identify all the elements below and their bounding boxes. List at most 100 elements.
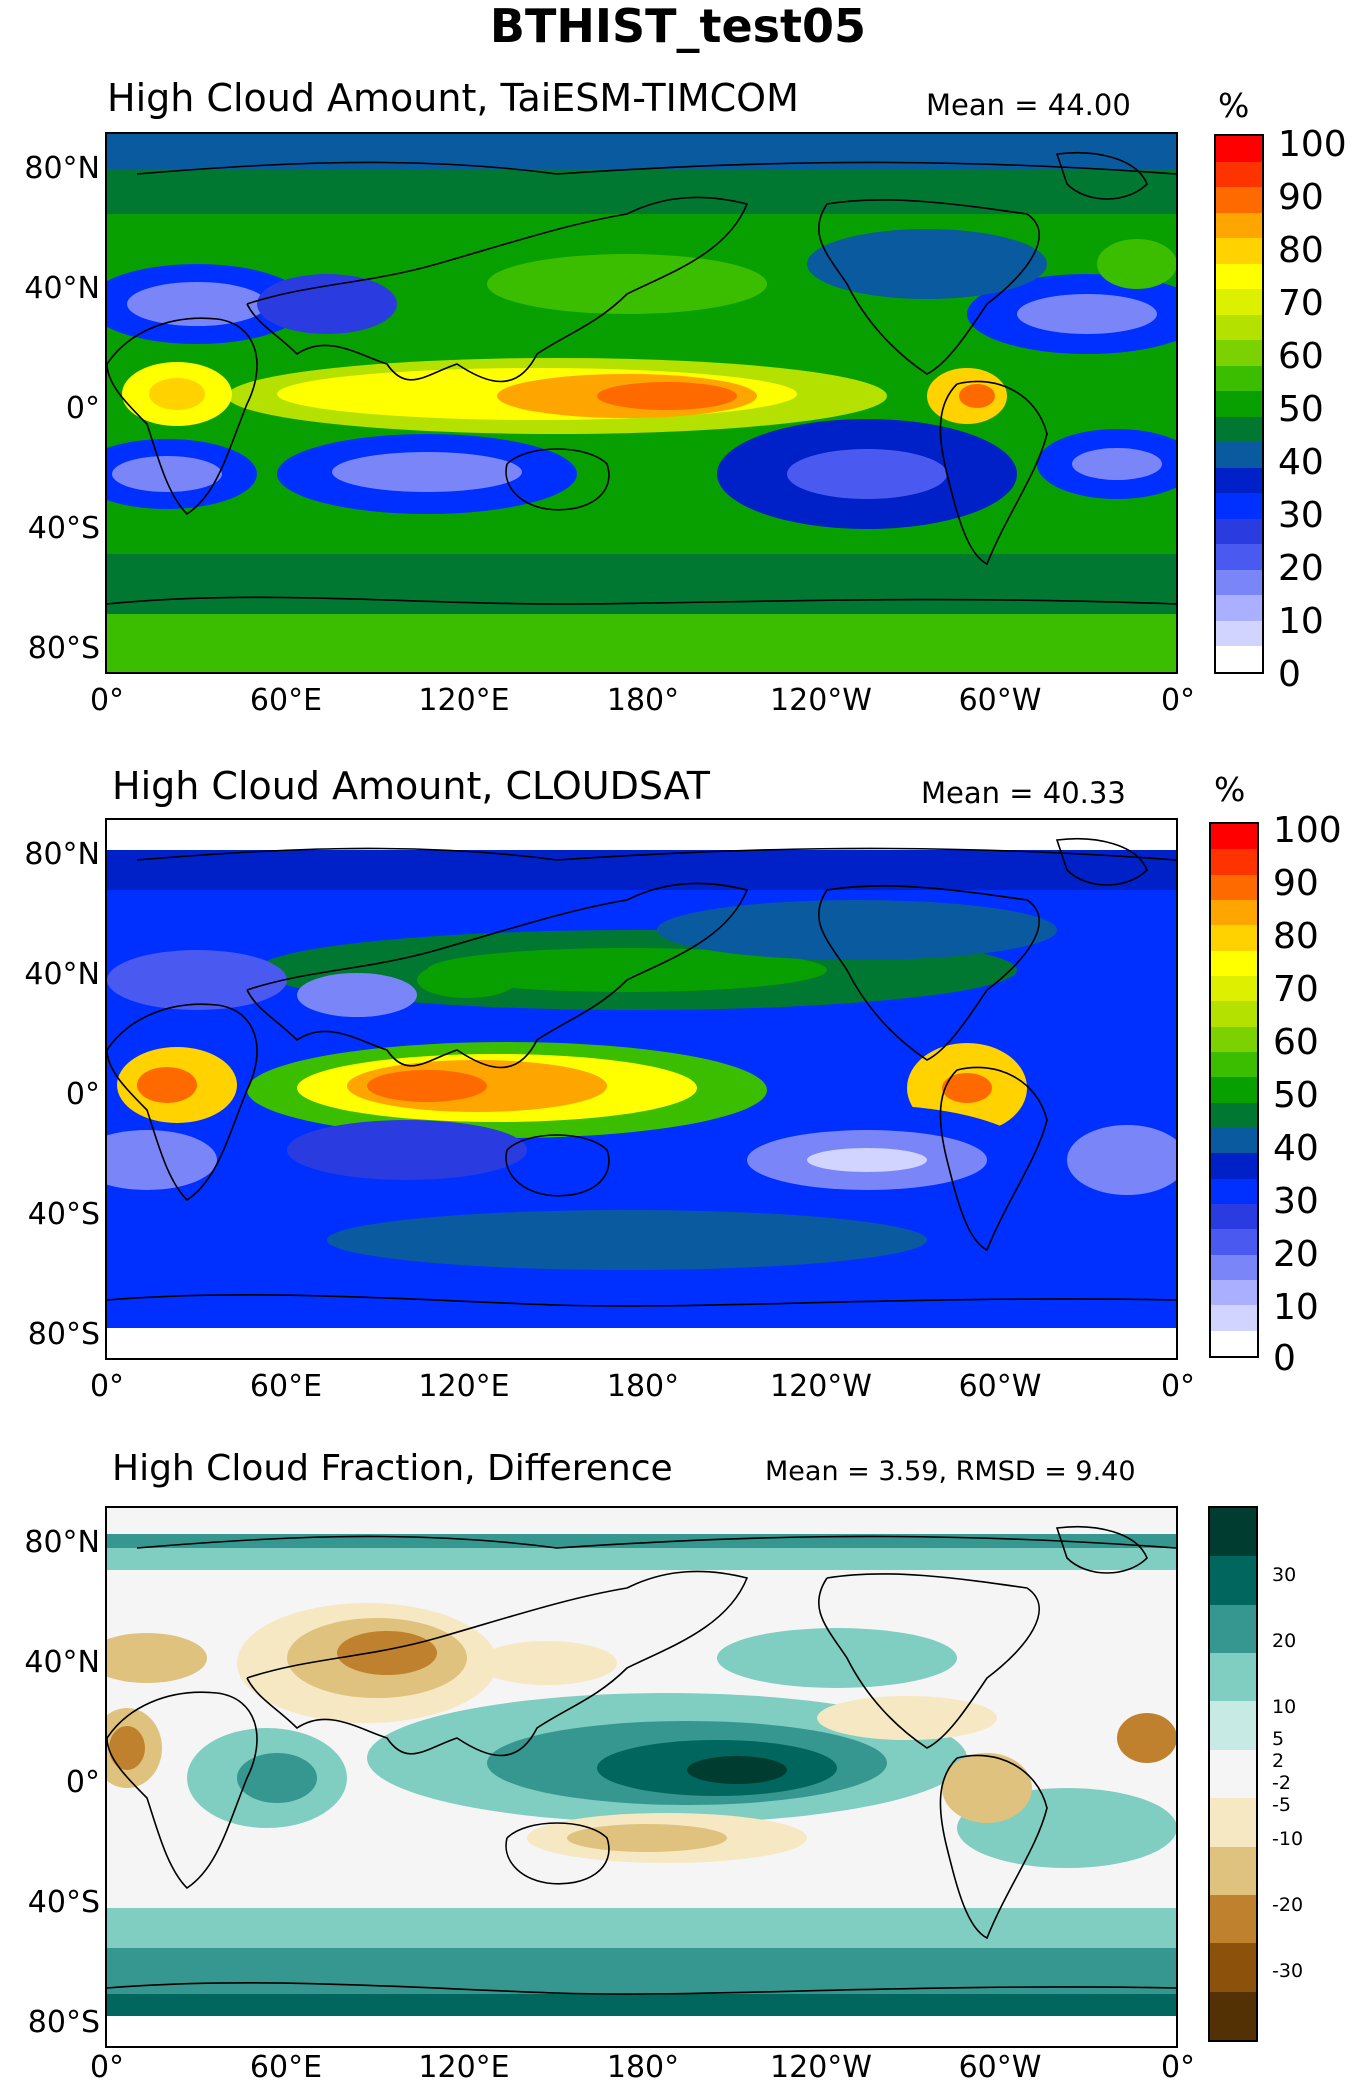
lon-label-0: 0° (89, 683, 125, 718)
cb3-label: 2 (1272, 1750, 1285, 1772)
colorbar-segment (1211, 950, 1257, 976)
colorbar-segment (1216, 442, 1262, 468)
lat-label-40s: 40°S (27, 1885, 100, 1920)
colorbar-segment (1216, 365, 1262, 392)
colorbar-segment (1211, 1051, 1257, 1078)
lon-label-60w: 60°W (958, 1369, 1042, 1404)
colorbar-segment (1216, 620, 1262, 647)
colorbar-segment (1210, 1991, 1256, 2040)
colorbar-segment (1216, 467, 1262, 494)
cb1-label: 0 (1278, 654, 1301, 695)
cb1-label: 40 (1278, 442, 1324, 483)
colorbar-segment (1211, 1001, 1257, 1027)
lon-label-0-end: 0° (1160, 1369, 1196, 1404)
panel2-colorbar (1209, 822, 1259, 1358)
colorbar-segment (1216, 314, 1262, 341)
lat-label-40n: 40°N (24, 957, 100, 992)
lon-label-180: 180° (606, 2050, 680, 2085)
cb2-label: 50 (1273, 1075, 1319, 1116)
panel1-mean: Mean = 44.00 (926, 88, 1131, 122)
colorbar-segment (1211, 1178, 1257, 1204)
cb3-label: 30 (1272, 1564, 1297, 1586)
cb1-label: 10 (1278, 601, 1324, 642)
colorbar-segment (1216, 187, 1262, 213)
colorbar-segment (1210, 1604, 1256, 1654)
lon-label-180: 180° (606, 1369, 680, 1404)
colorbar-segment (1216, 646, 1262, 672)
colorbar-segment (1216, 263, 1262, 290)
lat-label-80s: 80°S (27, 631, 100, 666)
cb2-label: 0 (1273, 1338, 1296, 1379)
figure-title: BTHIST_test05 (489, 0, 867, 53)
cb1-label: 30 (1278, 495, 1324, 536)
cb3-label: -2 (1272, 1772, 1291, 1794)
colorbar-segment (1216, 518, 1262, 545)
lon-label-0-end: 0° (1160, 683, 1196, 718)
cb2-label: 100 (1273, 810, 1342, 851)
lon-label-120e: 120°E (418, 2050, 510, 2085)
panel2-mean: Mean = 40.33 (921, 776, 1126, 810)
lon-label-60w: 60°W (958, 2050, 1042, 2085)
cb2-label: 80 (1273, 916, 1319, 957)
colorbar-segment (1216, 569, 1262, 596)
colorbar-segment (1211, 1026, 1257, 1052)
cb2-label: 90 (1273, 863, 1319, 904)
cb3-label: -30 (1272, 1960, 1304, 1982)
colorbar-segment (1216, 391, 1262, 417)
lon-label-120w: 120°W (770, 683, 872, 718)
lon-label-120e: 120°E (418, 1369, 510, 1404)
colorbar-segment (1216, 340, 1262, 366)
colorbar-segment (1211, 1077, 1257, 1103)
colorbar-segment (1216, 136, 1262, 162)
cb1-label: 70 (1278, 283, 1324, 324)
panel2-unit: % (1214, 770, 1246, 809)
panel1-colorbar (1214, 134, 1264, 674)
colorbar-segment (1216, 416, 1262, 443)
panel2-title: High Cloud Amount, CLOUDSAT (112, 764, 710, 808)
cb2-label: 40 (1273, 1128, 1319, 1169)
cb3-label: 5 (1272, 1728, 1285, 1750)
colorbar-segment (1211, 1203, 1257, 1230)
cb1-label: 100 (1278, 124, 1347, 165)
panel3-map (105, 1506, 1178, 2048)
cb1-label: 50 (1278, 389, 1324, 430)
colorbar-segment (1211, 1254, 1257, 1280)
colorbar-segment (1210, 1556, 1256, 1605)
colorbar-segment (1216, 544, 1262, 570)
lon-label-180: 180° (606, 683, 680, 718)
lon-label-0: 0° (89, 2050, 125, 2085)
lat-label-80n: 80°N (24, 837, 100, 872)
colorbar-segment (1210, 1749, 1256, 1799)
lat-label-80n: 80°N (24, 1525, 100, 1560)
panel1-title: High Cloud Amount, TaiESM-TIMCOM (107, 76, 799, 120)
colorbar-segment (1211, 1229, 1257, 1255)
colorbar-segment (1210, 1846, 1256, 1895)
cb1-label: 80 (1278, 230, 1324, 271)
colorbar-segment (1211, 1305, 1257, 1331)
lat-label-40s: 40°S (27, 1197, 100, 1232)
colorbar-segment (1210, 1701, 1256, 1750)
lat-label-40n: 40°N (24, 271, 100, 306)
lat-label-80n: 80°N (24, 151, 100, 186)
panel3-mean: Mean = 3.59, RMSD = 9.40 (765, 1456, 1136, 1487)
colorbar-segment (1211, 1279, 1257, 1306)
cb1-label: 60 (1278, 336, 1324, 377)
cb2-label: 20 (1273, 1234, 1319, 1275)
colorbar-segment (1211, 824, 1257, 850)
cb2-label: 70 (1273, 969, 1319, 1010)
colorbar-segment (1216, 212, 1262, 239)
colorbar-segment (1210, 1943, 1256, 1992)
colorbar-segment (1211, 975, 1257, 1002)
cb2-label: 30 (1273, 1181, 1319, 1222)
lon-label-60w: 60°W (958, 683, 1042, 718)
colorbar-segment (1211, 1153, 1257, 1179)
colorbar-segment (1216, 238, 1262, 264)
panel2-map (105, 818, 1178, 1360)
lon-label-60e: 60°E (249, 1369, 323, 1404)
lon-label-120w: 120°W (770, 2050, 872, 2085)
panel1-map (105, 132, 1178, 674)
lon-label-0-end: 0° (1160, 2050, 1196, 2085)
colorbar-segment (1210, 1894, 1256, 1944)
colorbar-segment (1210, 1798, 1256, 1847)
lat-label-eq: 0° (65, 1765, 100, 1800)
